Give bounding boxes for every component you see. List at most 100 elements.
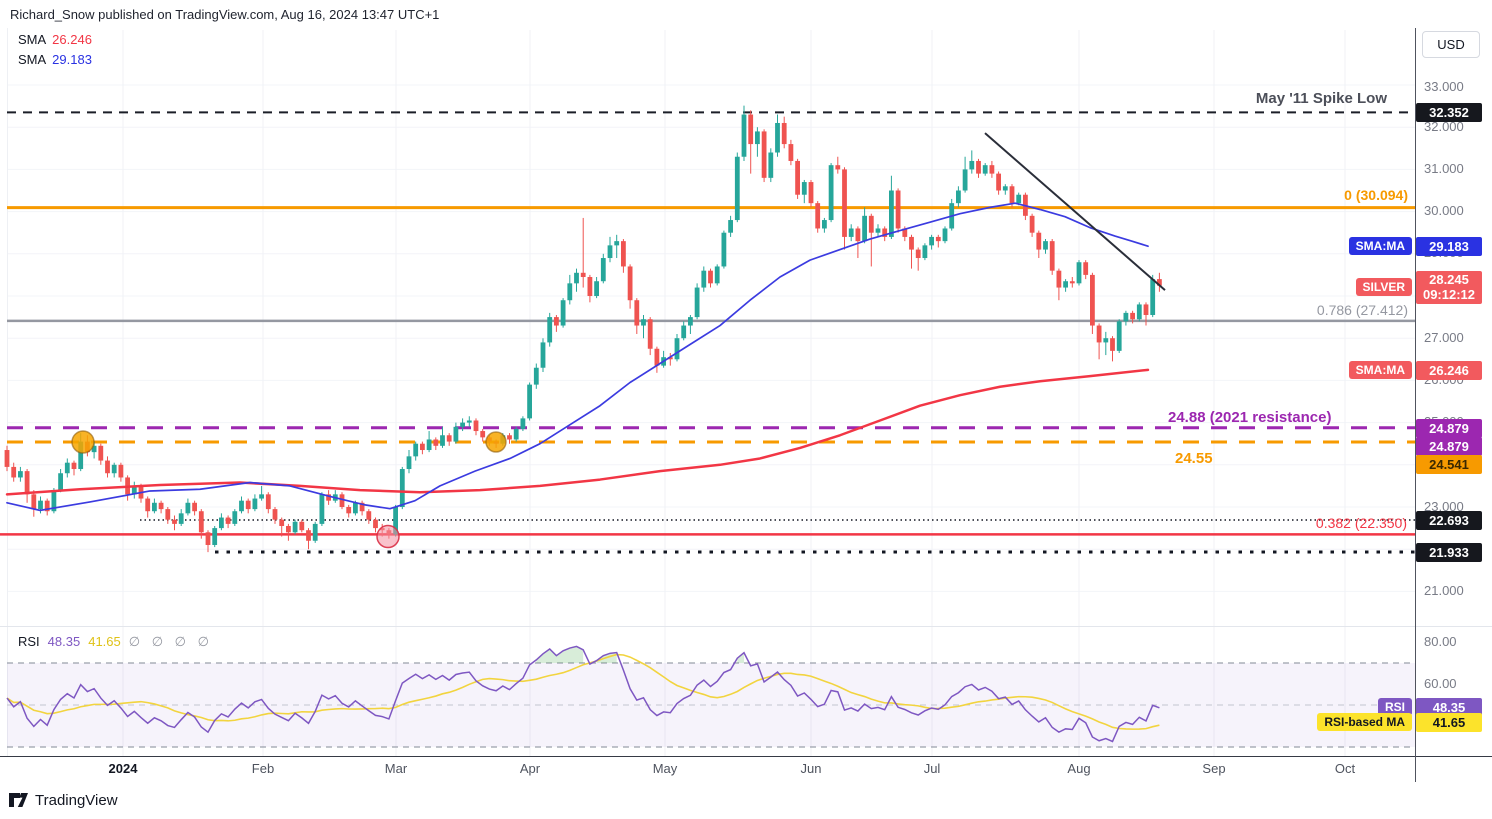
candle-body	[547, 317, 553, 343]
candle-body	[1150, 279, 1156, 315]
candle-body	[982, 165, 988, 174]
candle-body	[118, 464, 124, 478]
series-tag: SILVER	[1355, 278, 1412, 296]
month-label: Apr	[519, 761, 541, 776]
candle-body	[728, 220, 733, 233]
price-tick: 21.000	[1424, 583, 1464, 598]
candle-body	[902, 228, 908, 237]
series-tag: SMA:MA	[1348, 361, 1412, 379]
candle-body	[1049, 241, 1055, 271]
candle-body	[466, 420, 472, 423]
rsi-legend-row[interactable]: RSI 48.35 41.65 ∅ ∅ ∅ ∅	[18, 634, 221, 650]
candle-body	[922, 245, 928, 259]
candle-body	[641, 319, 646, 326]
sma-legend-row[interactable]: SMA 26.246	[18, 30, 98, 50]
candle-body	[667, 357, 673, 360]
candle-body	[889, 190, 894, 237]
candle-body	[801, 182, 807, 195]
candle-body	[594, 281, 599, 296]
candle-body	[480, 431, 486, 438]
annotation-fib-0: 0 (30.094)	[1344, 187, 1408, 203]
candle-body	[507, 435, 512, 440]
candle-body	[647, 319, 653, 349]
candle-body	[245, 500, 251, 510]
month-label: Aug	[1067, 761, 1091, 776]
annotation-level-2455: 24.55	[1175, 450, 1213, 467]
price-tick: 30.000	[1424, 203, 1464, 218]
candle-body	[1123, 312, 1129, 322]
sma-line-SMA-slow[interactable]	[6, 202, 1149, 512]
candle-body	[942, 228, 948, 242]
candle-body	[554, 317, 559, 326]
candle-body	[882, 228, 888, 237]
rsi-empty-values: ∅ ∅ ∅ ∅	[128, 634, 213, 649]
indicator-legend: SMA 26.246 SMA 29.183	[18, 30, 98, 70]
candle-body	[145, 498, 151, 512]
sma-label: SMA	[18, 32, 47, 47]
candle-body	[634, 300, 640, 326]
candle-body	[688, 317, 693, 326]
candle-body	[815, 203, 821, 229]
candle-body	[775, 122, 780, 153]
candle-body	[111, 464, 117, 474]
candle-body	[621, 241, 626, 267]
candle-body	[71, 462, 77, 470]
candle-body	[306, 530, 311, 541]
highlight-circle[interactable]	[71, 430, 95, 454]
annotation-may11-spike-low: May '11 Spike Low	[1255, 90, 1387, 107]
candle-body	[842, 169, 847, 237]
rsi-value: 48.35	[47, 634, 81, 649]
candle-body	[64, 462, 70, 474]
rsi-overbought-fill	[737, 652, 744, 663]
tradingview-logo[interactable]: TradingView	[8, 791, 118, 809]
candle-body	[915, 249, 921, 259]
price-flag: 24.879	[1416, 418, 1482, 438]
candle-body	[239, 500, 244, 512]
publish-byline: Richard_Snow published on TradingView.co…	[10, 7, 440, 22]
candle-body	[835, 165, 841, 170]
candle-body	[18, 471, 23, 478]
candle-body	[359, 502, 365, 512]
candle-body	[909, 236, 914, 250]
price-tick: 60.00	[1424, 676, 1457, 691]
candle-body	[185, 502, 191, 514]
sma-legend-row[interactable]: SMA 29.183	[18, 50, 98, 70]
trendline[interactable]	[984, 132, 1166, 291]
month-label: May	[652, 761, 678, 776]
rsi-ma-line[interactable]	[6, 653, 1160, 730]
candle-body	[808, 182, 814, 204]
currency-button[interactable]: USD	[1422, 31, 1480, 58]
month-label: Jun	[800, 761, 822, 776]
candle-body	[1136, 304, 1142, 320]
time-axis[interactable]	[0, 757, 1492, 783]
candle-body	[98, 445, 104, 461]
candle-body	[460, 422, 465, 427]
candle-body	[366, 511, 372, 520]
candle-body	[875, 228, 881, 233]
candle-body	[781, 122, 787, 145]
highlight-circle[interactable]	[485, 431, 507, 453]
price-flag: 48.35	[1416, 697, 1482, 717]
candle-body	[312, 523, 318, 541]
candle-body	[768, 152, 774, 178]
price-axis[interactable]	[1416, 28, 1492, 782]
candle-body	[1016, 194, 1022, 204]
candle-body	[299, 521, 305, 531]
candle-body	[701, 270, 707, 288]
candle-body	[1103, 338, 1109, 343]
candle-body	[694, 287, 700, 318]
highlight-circle[interactable]	[376, 524, 400, 549]
tradingview-mark-icon	[9, 793, 28, 807]
candle-body	[935, 236, 941, 242]
candle-body	[580, 272, 586, 278]
candle-body	[748, 114, 754, 145]
candle-body	[1083, 262, 1089, 275]
candle-body	[1116, 321, 1122, 351]
rsi-line[interactable]	[6, 645, 1160, 743]
candle-body	[252, 498, 258, 510]
candle-body	[1043, 241, 1048, 250]
candle-body	[232, 511, 238, 524]
candle-body	[24, 471, 30, 495]
